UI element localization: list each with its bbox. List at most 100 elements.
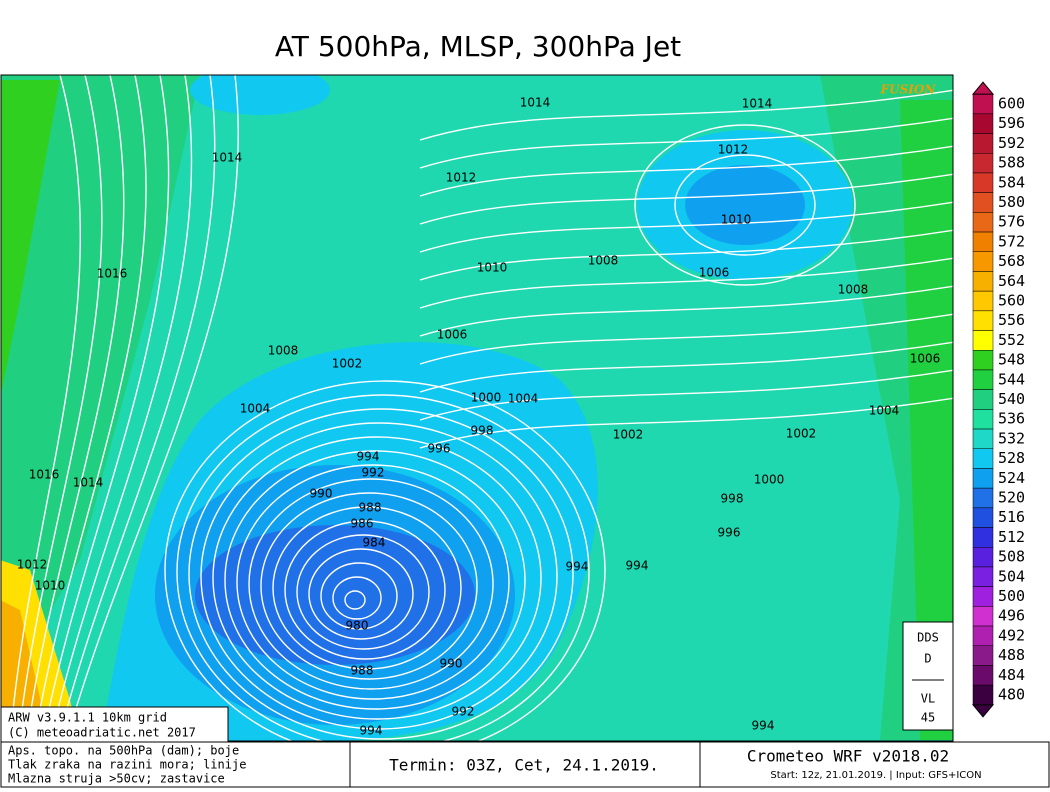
isobar-label: 1014 [212, 151, 243, 165]
colorbar-swatch [972, 606, 994, 627]
isobar-label: 990 [440, 657, 463, 671]
termin-box [349, 741, 701, 788]
model-text: ARW v3.9.1.1 10km grid [8, 711, 167, 725]
colorbar-label: 524 [998, 469, 1025, 487]
colorbar-swatch [972, 369, 994, 390]
colorbar-label: 584 [998, 173, 1025, 191]
isobar [188, 408, 574, 740]
legend-box [0, 741, 351, 788]
colorbar-swatch [972, 448, 994, 469]
colorbar-swatch [972, 665, 994, 686]
isobar-label: 994 [357, 450, 380, 464]
colorbar-label: 560 [998, 292, 1025, 310]
isobar [674, 154, 816, 256]
legend-text: Aps. topo. na 500hPa (dam); boje [8, 744, 239, 758]
colorbar-label: 596 [998, 114, 1025, 132]
field-524 [685, 165, 805, 245]
colorbar-label: 508 [998, 548, 1025, 566]
isobar [65, 75, 239, 741]
isobar [25, 75, 125, 741]
logo: FUSION [880, 83, 937, 97]
colorbar-label: 492 [998, 626, 1025, 644]
isobar-label: 988 [359, 501, 382, 515]
legend-text: Tlak zraka na razini mora; linije [8, 758, 246, 772]
isobar-label: 1010 [35, 579, 66, 593]
isobar-label: 992 [452, 705, 475, 719]
field-548 [1, 80, 60, 395]
isobar-label: 1004 [508, 392, 539, 406]
colorbar-swatch [972, 113, 994, 134]
colorbar-label: 500 [998, 587, 1025, 605]
isobar-label: 1014 [520, 96, 551, 110]
colorbar-label: 496 [998, 607, 1025, 625]
colorbar-label: 552 [998, 331, 1025, 349]
colorbar-swatch [972, 428, 994, 449]
isobar-label: 1008 [588, 254, 619, 268]
isobar-label: 994 [360, 724, 383, 738]
colorbar-swatch [972, 310, 994, 331]
colorbar-swatch [972, 645, 994, 666]
colorbar-label: 484 [998, 666, 1025, 684]
colorbar-label: 540 [998, 390, 1025, 408]
isobar [320, 562, 398, 630]
colorbar-swatch [972, 487, 994, 509]
colorbar-swatch [972, 93, 994, 115]
termin: Termin: 03Z, Cet, 24.1.2019. [389, 756, 659, 775]
colorbar-label: 480 [998, 686, 1025, 704]
colorbar-swatch [972, 625, 994, 646]
isobar-label: 1014 [73, 476, 104, 490]
model-text: (C) meteoadriatic.net 2017 [8, 726, 196, 740]
isobar-label: 1012 [718, 143, 749, 157]
isobar-labels: 1014 1014 1014 1012 1012 1010 1016 1010 1008 1006… [17, 96, 941, 738]
colorbar-label: 536 [998, 410, 1025, 428]
isobar [236, 464, 510, 700]
field-540 [1, 75, 200, 699]
colorbar: 6005965925885845805765725685645605565525… [971, 81, 1025, 718]
colorbar-label: 548 [998, 351, 1025, 369]
isobar-label: 1004 [240, 402, 271, 416]
colorbar-swatch [972, 172, 994, 193]
brand-box [699, 741, 1050, 788]
colorbar-swatch [972, 684, 994, 706]
colorbar-swatch [972, 290, 994, 312]
isobar [419, 145, 953, 197]
isobar [224, 450, 526, 710]
colorbar-label: 564 [998, 272, 1025, 290]
colorbar-end [971, 81, 995, 95]
isobar [33, 75, 147, 741]
isobar [419, 341, 953, 393]
brand: Crometeo WRF v2018.02 [747, 747, 949, 766]
isobar-label: 994 [566, 560, 589, 574]
colorbar-swatch [972, 231, 994, 253]
isobar [332, 576, 382, 620]
isobar-label: 996 [428, 442, 451, 456]
run-info: Start: 12z, 21.01.2019. | Input: GFS+ICO… [770, 770, 981, 781]
isobar [212, 436, 542, 720]
map: 1014 1014 1014 1012 1012 1010 1016 1010 1008 1006… [1, 75, 953, 741]
dds-text: 45 [921, 711, 935, 725]
isobar [308, 548, 414, 640]
legend-text: Mlazna struja >50cv; zastavice [8, 772, 225, 786]
field-528 [190, 75, 330, 115]
isobar-label: 1008 [268, 344, 299, 358]
colorbar-label: 488 [998, 646, 1025, 664]
colorbar-swatch [972, 350, 994, 371]
isobar-label: 1006 [699, 266, 730, 280]
isobar [419, 229, 953, 281]
colorbar-label: 504 [998, 567, 1025, 585]
isobar-label: 1000 [471, 391, 502, 405]
isobar [344, 590, 366, 610]
isobar [164, 380, 606, 741]
isobar [419, 257, 953, 309]
isobar [284, 520, 446, 660]
isobar [634, 124, 856, 286]
colorbar-swatch [972, 468, 994, 489]
isobar-label: 1002 [332, 357, 363, 371]
map-frame [0, 74, 954, 742]
isobar [57, 75, 216, 741]
isobar-label: 988 [351, 664, 374, 678]
isobar [419, 369, 953, 421]
colorbar-swatch [972, 409, 994, 430]
